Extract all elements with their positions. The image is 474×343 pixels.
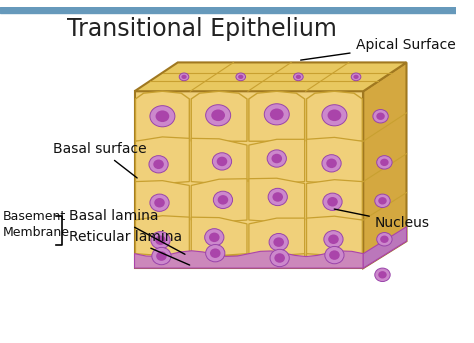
Polygon shape — [135, 91, 363, 268]
Ellipse shape — [378, 197, 387, 204]
Ellipse shape — [152, 247, 171, 265]
Polygon shape — [191, 179, 247, 222]
Ellipse shape — [153, 159, 164, 169]
Bar — [0, 7, 456, 13]
Polygon shape — [191, 217, 247, 260]
Polygon shape — [307, 254, 362, 260]
Ellipse shape — [380, 236, 389, 243]
Text: Transitional Epithelium: Transitional Epithelium — [67, 17, 337, 41]
Ellipse shape — [151, 232, 170, 249]
Ellipse shape — [217, 157, 227, 166]
Ellipse shape — [268, 188, 287, 205]
Ellipse shape — [155, 235, 166, 245]
Polygon shape — [136, 137, 189, 184]
Ellipse shape — [326, 158, 337, 168]
Ellipse shape — [154, 198, 165, 208]
Ellipse shape — [179, 73, 189, 81]
Ellipse shape — [155, 110, 169, 122]
Ellipse shape — [325, 247, 344, 264]
Polygon shape — [249, 254, 305, 260]
Ellipse shape — [375, 268, 390, 282]
Ellipse shape — [274, 253, 285, 263]
Ellipse shape — [323, 193, 342, 210]
Polygon shape — [136, 91, 189, 141]
Text: Apical Surface: Apical Surface — [301, 38, 456, 60]
Ellipse shape — [236, 73, 246, 81]
Polygon shape — [249, 218, 305, 260]
Ellipse shape — [273, 237, 284, 247]
Ellipse shape — [272, 154, 282, 163]
Text: Reticular lamina: Reticular lamina — [69, 230, 190, 265]
Ellipse shape — [264, 104, 289, 125]
Polygon shape — [191, 254, 247, 262]
Ellipse shape — [296, 75, 301, 79]
Ellipse shape — [373, 109, 388, 123]
Ellipse shape — [322, 105, 347, 126]
Polygon shape — [307, 216, 362, 260]
Polygon shape — [135, 251, 363, 268]
Ellipse shape — [218, 195, 228, 205]
Text: Basement
Membrane: Basement Membrane — [3, 210, 70, 239]
Ellipse shape — [267, 150, 286, 167]
Ellipse shape — [377, 233, 392, 246]
Ellipse shape — [378, 271, 387, 279]
Polygon shape — [136, 181, 189, 222]
Ellipse shape — [270, 249, 289, 267]
Ellipse shape — [206, 105, 231, 126]
Ellipse shape — [328, 109, 341, 121]
Polygon shape — [363, 227, 407, 268]
Ellipse shape — [293, 73, 303, 81]
Ellipse shape — [329, 250, 340, 260]
Ellipse shape — [375, 194, 390, 208]
Text: Basal lamina: Basal lamina — [69, 209, 185, 254]
Text: Basal surface: Basal surface — [53, 142, 146, 178]
Ellipse shape — [209, 233, 219, 242]
Polygon shape — [136, 216, 189, 260]
Ellipse shape — [327, 197, 338, 206]
Polygon shape — [307, 138, 362, 184]
Ellipse shape — [213, 191, 233, 209]
Ellipse shape — [149, 156, 168, 173]
Ellipse shape — [377, 156, 392, 169]
Ellipse shape — [156, 251, 167, 261]
Ellipse shape — [211, 109, 225, 121]
Ellipse shape — [376, 113, 385, 120]
Polygon shape — [363, 62, 407, 268]
Polygon shape — [191, 91, 247, 141]
Ellipse shape — [324, 230, 343, 248]
Text: Nucleus: Nucleus — [334, 209, 430, 230]
Ellipse shape — [150, 194, 169, 211]
Ellipse shape — [270, 108, 283, 120]
Ellipse shape — [206, 245, 225, 262]
Polygon shape — [249, 178, 305, 222]
Ellipse shape — [210, 248, 220, 258]
Ellipse shape — [328, 235, 339, 244]
Ellipse shape — [269, 234, 288, 251]
Ellipse shape — [351, 73, 361, 81]
Polygon shape — [135, 62, 407, 91]
Ellipse shape — [212, 153, 232, 170]
Ellipse shape — [150, 106, 175, 127]
Ellipse shape — [205, 229, 224, 246]
Ellipse shape — [322, 155, 341, 172]
Polygon shape — [307, 180, 362, 222]
Ellipse shape — [238, 75, 243, 79]
Polygon shape — [249, 91, 305, 141]
Ellipse shape — [380, 159, 389, 166]
Polygon shape — [191, 138, 247, 184]
Ellipse shape — [354, 75, 359, 79]
Ellipse shape — [273, 192, 283, 202]
Polygon shape — [249, 139, 305, 184]
Polygon shape — [307, 91, 362, 141]
Ellipse shape — [182, 75, 187, 79]
Polygon shape — [136, 254, 189, 262]
